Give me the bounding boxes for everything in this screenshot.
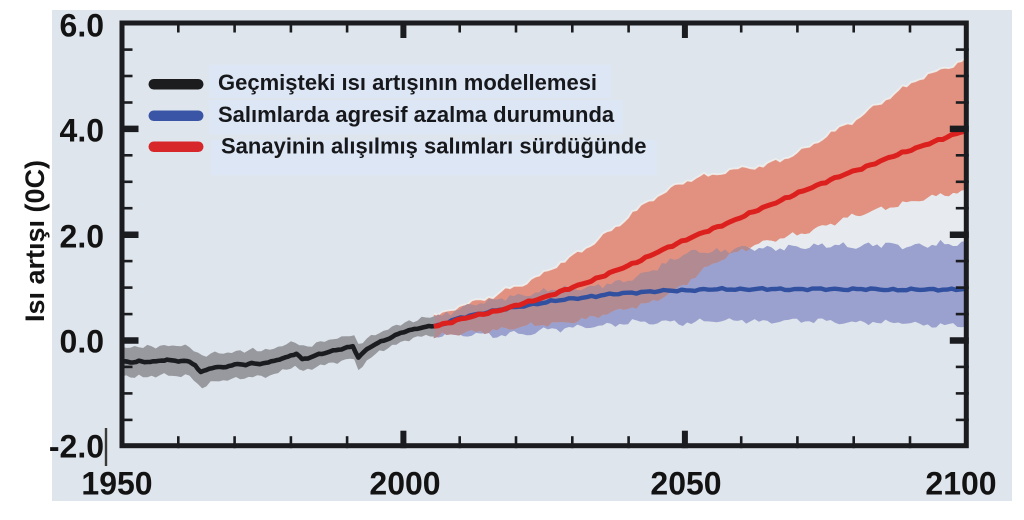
svg-text:0.0: 0.0	[60, 324, 104, 360]
svg-text:1950: 1950	[81, 466, 152, 502]
svg-text:Isı artışı (0C): Isı artışı (0C)	[20, 160, 50, 322]
svg-text:4.0: 4.0	[60, 113, 104, 149]
svg-text:2000: 2000	[369, 466, 440, 502]
svg-text:2100: 2100	[925, 466, 996, 502]
svg-text:2050: 2050	[650, 466, 721, 502]
svg-text:6.0: 6.0	[60, 8, 104, 44]
svg-text:Sanayinin alışılmış salımları: Sanayinin alışılmış salımları sürdüğünde	[221, 133, 646, 158]
svg-text:Geçmişteki ısı artışının model: Geçmişteki ısı artışının modellemesi	[218, 70, 597, 95]
svg-text:-2.0: -2.0	[49, 429, 104, 465]
svg-text:Salımlarda agresif azalma duru: Salımlarda agresif azalma durumunda	[218, 102, 615, 127]
svg-text:2.0: 2.0	[60, 219, 104, 255]
